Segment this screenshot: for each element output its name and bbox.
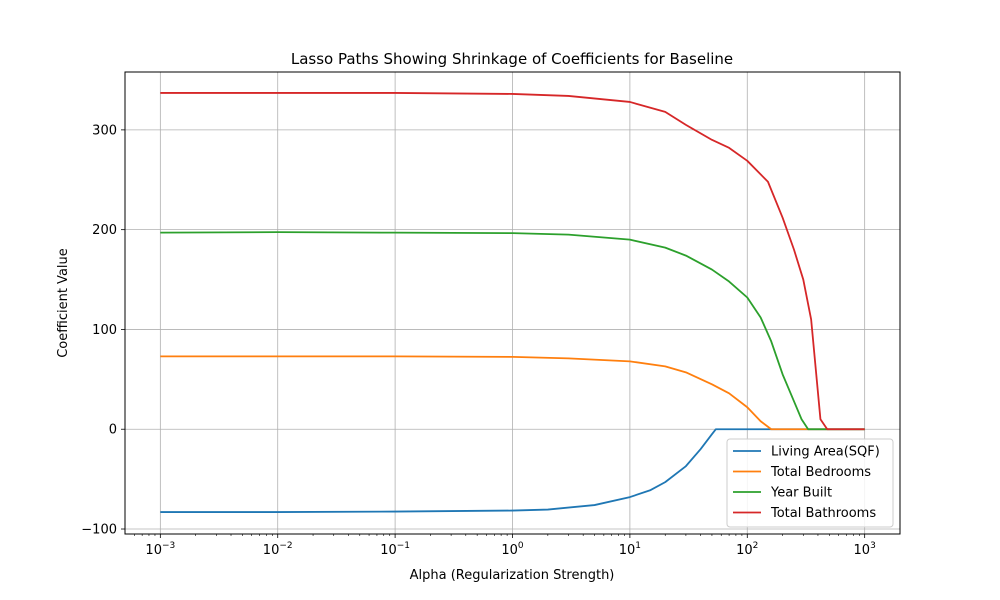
- series-line-year-built: [160, 231, 865, 431]
- legend: Living Area(SQF) Total Bedrooms Year Built…: [726, 438, 894, 528]
- x-tick-label: 10−2: [263, 541, 293, 558]
- y-tick-label: −100: [81, 523, 117, 538]
- x-tick-label-exponent: 2: [753, 541, 759, 551]
- x-tick-label-base: 10: [736, 543, 753, 558]
- x-tick-label-exponent: 3: [870, 541, 876, 551]
- x-tick-label: 10−1: [380, 541, 410, 558]
- x-tick-label-exponent: −2: [279, 541, 292, 551]
- x-tick-label-base: 10: [854, 543, 871, 558]
- x-tick-label: 10−3: [145, 541, 175, 558]
- y-tick-label: 300: [92, 123, 117, 138]
- x-tick-label: 102: [736, 541, 758, 558]
- x-tick-label-exponent: 0: [518, 541, 524, 551]
- series-line-living-area-sqf: [160, 428, 865, 513]
- legend-label: Total Bedrooms: [770, 465, 871, 480]
- legend-label: Year Built: [770, 486, 832, 501]
- x-tick-label: 103: [854, 541, 876, 558]
- series-line-total-bedrooms: [160, 355, 865, 431]
- x-tick-label-exponent: −1: [397, 541, 410, 551]
- x-tick-label: 100: [501, 541, 524, 558]
- x-tick-label-exponent: −3: [162, 541, 175, 551]
- x-axis-title: Alpha (Regularization Strength): [410, 568, 615, 583]
- x-tick-label-exponent: 1: [635, 541, 641, 551]
- legend-box: [726, 438, 894, 528]
- y-tick-label: 200: [92, 223, 117, 238]
- x-tick-label-base: 10: [501, 543, 518, 558]
- legend-label: Total Bathrooms: [770, 506, 876, 521]
- series-layer: [160, 92, 865, 513]
- y-axis-title: Coefficient Value: [56, 248, 71, 358]
- y-tick-label: 0: [109, 423, 117, 438]
- grid-layer: [125, 72, 900, 534]
- legend-label: Living Area(SQF): [771, 445, 880, 460]
- x-tick-label-base: 10: [619, 543, 636, 558]
- x-tick-label: 101: [619, 541, 641, 558]
- y-tick-label: 100: [92, 323, 117, 338]
- x-tick-label-base: 10: [145, 543, 162, 558]
- x-tick-label-base: 10: [263, 543, 280, 558]
- chart-title: Lasso Paths Showing Shrinkage of Coeffic…: [291, 50, 733, 68]
- x-tick-label-base: 10: [380, 543, 397, 558]
- series-line-total-bathrooms: [160, 92, 865, 431]
